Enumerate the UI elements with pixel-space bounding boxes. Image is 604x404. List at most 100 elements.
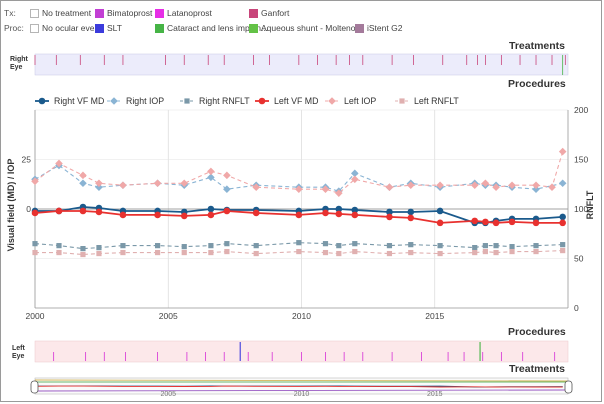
- legend-text: No treatment: [42, 8, 92, 18]
- left-iop-point: [295, 185, 303, 193]
- left-vf-md-point: [295, 211, 303, 219]
- legend-item-left-iop[interactable]: Left IOP: [325, 96, 376, 106]
- left-vf-md-point: [79, 207, 87, 215]
- legend-marker: [399, 98, 405, 104]
- navigator-line-c: [34, 389, 569, 392]
- series-left-iop: [31, 147, 567, 197]
- right-eye-treatment-marks: [34, 55, 566, 75]
- right-rnflt-point: [32, 241, 38, 247]
- right-rnflt-point: [336, 243, 342, 249]
- right-rnflt-point: [296, 240, 302, 246]
- left-rnflt-point: [560, 247, 566, 254]
- legend-item-right-vf-md[interactable]: Right VF MD: [35, 96, 104, 106]
- left-vf-md-point: [407, 214, 415, 222]
- left-treatments-title: Treatments: [509, 363, 566, 375]
- left-vf-md-point: [252, 209, 260, 217]
- navigator-handle-left[interactable]: [30, 380, 39, 394]
- navigator-handle-right[interactable]: [564, 380, 573, 394]
- right-iop-point: [79, 179, 87, 188]
- legend-label: Right VF MD: [54, 96, 104, 106]
- right-eye-timeline: [34, 53, 569, 76]
- legend-item-right-iop[interactable]: Right IOP: [107, 96, 164, 106]
- left-iop-point: [548, 183, 556, 192]
- left-rnflt-point: [224, 248, 230, 255]
- series-left-vf-md: [31, 207, 566, 227]
- swatch-no-treatment: [30, 8, 39, 18]
- proc-legend-slt[interactable]: SLT: [95, 23, 122, 33]
- legend-marker: [184, 98, 190, 104]
- left-rnflt-point: [472, 249, 478, 256]
- legend-text: No ocular event: [42, 23, 102, 33]
- legend-label: Left IOP: [344, 96, 376, 106]
- right-rnflt-point: [437, 243, 443, 249]
- tx-legend-bimatoprost[interactable]: Bimatoprost: [95, 8, 152, 18]
- left-iop-point: [321, 185, 330, 193]
- right-rnflt-point: [493, 243, 499, 249]
- left-iop-point: [481, 179, 490, 188]
- right-rnflt-point: [352, 241, 358, 247]
- swatch-ganfort: [249, 8, 258, 18]
- left-rnflt-point: [493, 249, 499, 256]
- x-tick-label: 2015: [425, 311, 444, 321]
- legend-item-right-rnflt[interactable]: Right RNFLT: [180, 96, 250, 106]
- tx-legend-ganfort[interactable]: Ganfort: [249, 8, 289, 18]
- legend-label: Left RNFLT: [414, 96, 459, 106]
- left-iop-point: [79, 171, 87, 180]
- navigator-tick-label: 2010: [294, 391, 310, 398]
- left-iop-point: [436, 181, 444, 190]
- legend-text: Bimatoprost: [107, 8, 153, 18]
- left-iop-point: [558, 147, 567, 156]
- right-rnflt-point: [181, 244, 187, 250]
- swatch-istent: [355, 23, 364, 33]
- left-vf-md-point: [471, 217, 479, 225]
- y-axis-label-left: Visual field (MD) / IOP: [6, 159, 16, 252]
- left-rnflt-point: [120, 249, 126, 256]
- proc-legend-aqueous-shunt[interactable]: Aqueous shunt - Molteno...: [249, 23, 363, 33]
- swatch-no-ocular-event: [30, 23, 39, 33]
- left-rnflt-point: [437, 250, 443, 257]
- navigator-line-a: [34, 379, 569, 382]
- left-eye-timeline: [34, 340, 569, 363]
- proc-legend-no-ocular-event[interactable]: No ocular event: [30, 23, 102, 33]
- proc-legend-istent[interactable]: iStent G2: [355, 23, 402, 33]
- right-iop-point: [95, 183, 103, 192]
- tx-legend-no-treatment[interactable]: No treatment: [30, 8, 91, 18]
- right-eye-label-line1: Right: [10, 56, 28, 63]
- legend-text: iStent G2: [367, 23, 403, 33]
- right-rnflt-point: [472, 245, 478, 251]
- series-group: [31, 147, 567, 258]
- tx-legend-latanoprost[interactable]: Latanoprost: [155, 8, 212, 18]
- left-vf-md-point: [322, 209, 329, 217]
- left-procedures-title: Procedures: [508, 326, 566, 338]
- right-rnflt-point: [560, 242, 566, 248]
- right-rnflt-point: [253, 243, 259, 249]
- left-rnflt-point: [482, 248, 488, 255]
- legend-text: Ganfort: [261, 8, 290, 18]
- tx-legend-label: Tx:: [4, 8, 16, 18]
- right-vf-md-point: [436, 207, 444, 215]
- right-vf-md-point: [407, 208, 415, 216]
- right-iop-point: [207, 173, 215, 182]
- proc-legend-label: Proc:: [4, 23, 24, 33]
- left-iop-point: [532, 181, 540, 190]
- x-tick-label: 2010: [292, 311, 311, 321]
- legend-item-left-rnflt[interactable]: Left RNFLT: [395, 96, 459, 106]
- left-rnflt-point: [56, 249, 62, 256]
- right-vf-md-point: [335, 205, 343, 213]
- y-tick-label-right: 200: [574, 105, 588, 115]
- left-rnflt-point: [386, 250, 393, 257]
- proc-legend-cataract[interactable]: Cataract and lens implan...: [155, 23, 268, 33]
- swatch-aqueous-shunt: [249, 23, 258, 33]
- x-tick-label: 2000: [26, 311, 45, 321]
- left-rnflt-point: [154, 249, 161, 256]
- left-rnflt-point: [32, 249, 38, 256]
- left-iop-point: [207, 167, 215, 176]
- y-tick-label-right: 100: [574, 204, 588, 214]
- legend-item-left-vf-md[interactable]: Left VF MD: [255, 96, 318, 106]
- left-iop-point: [470, 181, 479, 190]
- right-rnflt-line: [34, 242, 563, 250]
- left-rnflt-point: [533, 248, 539, 255]
- legend-marker: [328, 97, 336, 105]
- left-eye-label: Left Eye: [12, 345, 25, 361]
